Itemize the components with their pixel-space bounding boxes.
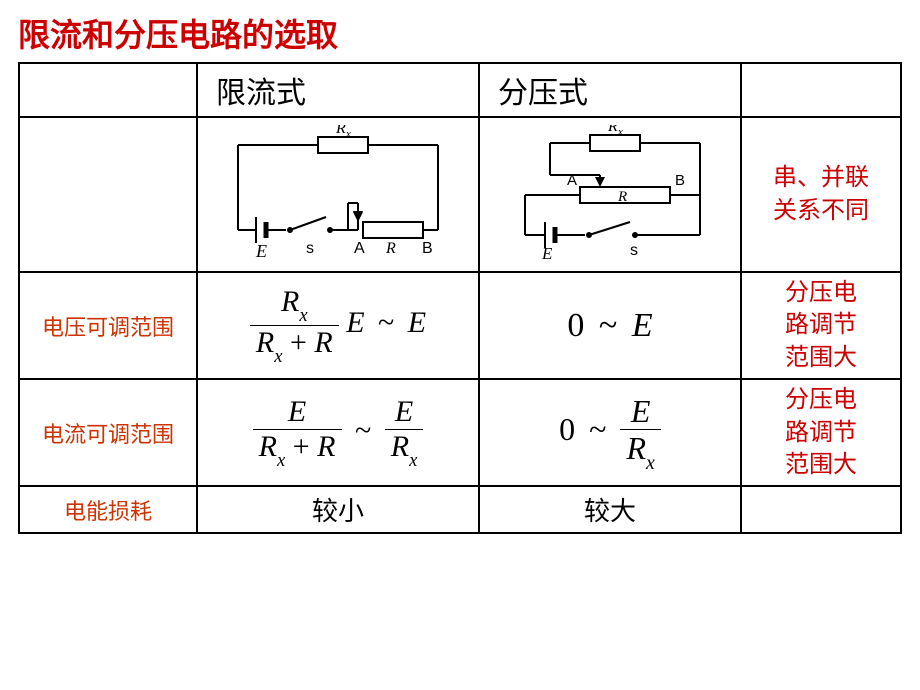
- diagram-limiting: R x E s A R B: [197, 117, 479, 272]
- row-power: 电能损耗 较小 较大: [19, 486, 901, 533]
- row-current: 电流可调范围 E Rx + R ~ E Rx 0 ~ E Rx: [19, 379, 901, 486]
- power-limiting: 较小: [197, 486, 479, 533]
- power-divider: 较大: [479, 486, 741, 533]
- svg-text:R: R: [335, 125, 346, 137]
- header-limiting: 限流式: [197, 63, 479, 117]
- current-limiting: E Rx + R ~ E Rx: [197, 379, 479, 486]
- circuit-divider-svg: R x A R B E s: [490, 125, 730, 265]
- row-voltage: 电压可调范围 Rx Rx + R E ~ E 0 ~ E 分压电 路调节 范围大: [19, 272, 901, 379]
- svg-text:x: x: [617, 126, 623, 138]
- voltage-limiting: Rx Rx + R E ~ E: [197, 272, 479, 379]
- table-header-row: 限流式 分压式: [19, 63, 901, 117]
- diagram-note: 串、并联 关系不同: [741, 117, 901, 272]
- diagram-divider: R x A R B E s: [479, 117, 741, 272]
- svg-text:B: B: [675, 172, 685, 189]
- svg-text:s: s: [306, 240, 314, 257]
- row-diagram: R x E s A R B: [19, 117, 901, 272]
- svg-text:A: A: [354, 240, 365, 257]
- svg-text:R: R: [617, 189, 627, 205]
- svg-text:R: R: [385, 240, 396, 257]
- svg-text:B: B: [422, 240, 433, 257]
- circuit-limiting-svg: R x E s A R B: [208, 125, 468, 265]
- svg-text:s: s: [630, 242, 638, 259]
- power-note: [741, 486, 901, 533]
- header-note: [741, 63, 901, 117]
- header-empty: [19, 63, 197, 117]
- header-divider: 分压式: [479, 63, 741, 117]
- svg-text:E: E: [255, 241, 267, 261]
- voltage-note: 分压电 路调节 范围大: [741, 272, 901, 379]
- comparison-table: 限流式 分压式: [18, 62, 902, 534]
- voltage-divider: 0 ~ E: [479, 272, 741, 379]
- current-label: 电流可调范围: [19, 379, 197, 486]
- power-label: 电能损耗: [19, 486, 197, 533]
- svg-text:A: A: [567, 172, 577, 189]
- svg-text:E: E: [541, 244, 553, 263]
- voltage-label: 电压可调范围: [19, 272, 197, 379]
- svg-text:x: x: [345, 128, 351, 140]
- page-title: 限流和分压电路的选取: [0, 0, 920, 62]
- current-note: 分压电 路调节 范围大: [741, 379, 901, 486]
- svg-text:R: R: [607, 125, 618, 135]
- current-divider: 0 ~ E Rx: [479, 379, 741, 486]
- diagram-label: [19, 117, 197, 272]
